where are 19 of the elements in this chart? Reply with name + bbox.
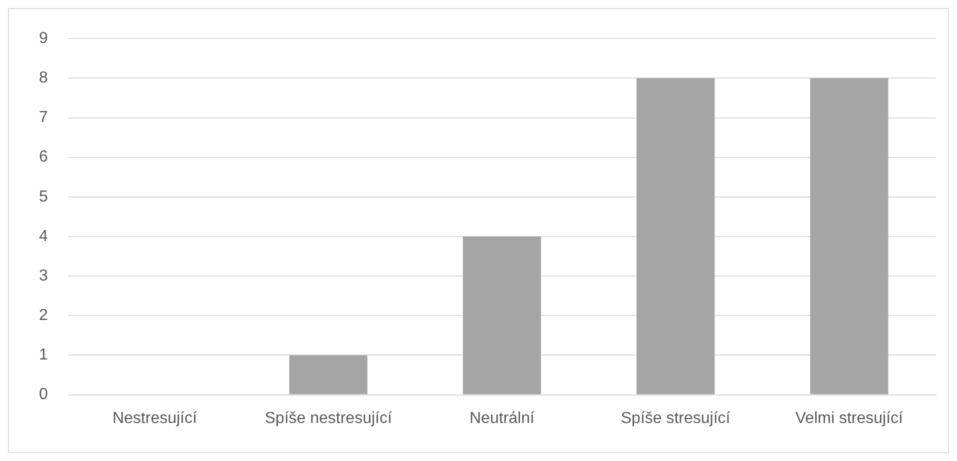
x-tick-label: Spíše nestresující xyxy=(264,410,392,427)
y-tick-label: 6 xyxy=(38,148,48,166)
y-tick-label: 8 xyxy=(38,70,48,87)
y-tick-label: 2 xyxy=(38,307,48,324)
bar xyxy=(462,236,542,394)
bar xyxy=(810,78,888,394)
bar xyxy=(289,355,368,394)
y-tick-label: 3 xyxy=(38,267,48,284)
y-tick-label: 1 xyxy=(38,346,48,364)
y-tick-label: 5 xyxy=(38,188,48,206)
x-tick-label: Spíše stresující xyxy=(620,410,731,427)
x-tick-label: Neutrální xyxy=(469,410,535,427)
y-tick-label: 4 xyxy=(38,228,48,245)
y-tick-label: 7 xyxy=(38,109,48,126)
y-tick-label: 0 xyxy=(38,386,48,404)
bar xyxy=(636,78,715,394)
x-tick-label: Velmi stresující xyxy=(795,410,904,427)
y-tick-label: 9 xyxy=(38,30,48,48)
x-tick-label: Nestresující xyxy=(112,410,198,427)
